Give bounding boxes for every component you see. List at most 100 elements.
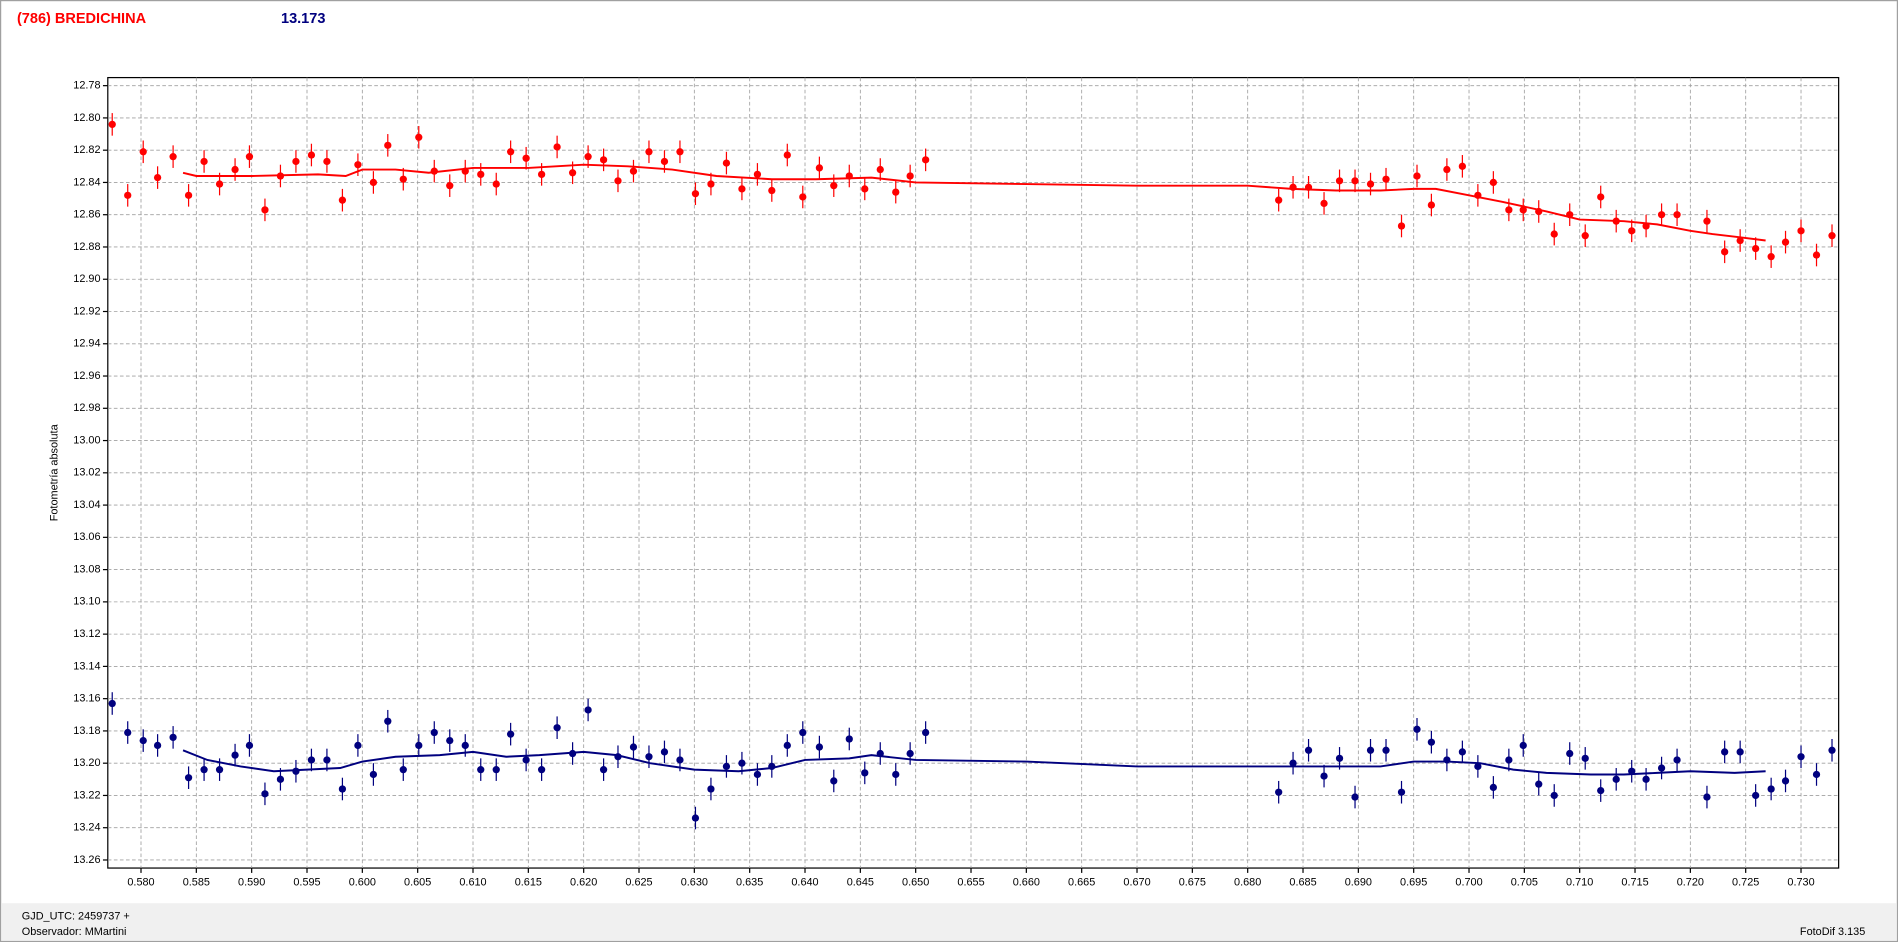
data-point: [338, 196, 347, 204]
data-point: [369, 770, 378, 779]
x-tick-label: 0.610: [459, 876, 486, 888]
data-point: [876, 165, 884, 174]
data-point: [169, 152, 177, 161]
data-point: [1275, 788, 1283, 796]
data-point: [169, 733, 177, 742]
y-axis-label: Fotometría absoluta: [48, 423, 60, 521]
data-point: [338, 785, 347, 793]
data-point: [506, 148, 515, 156]
data-point: [1505, 206, 1513, 214]
y-tick-label: 12.94: [73, 338, 100, 350]
data-point: [415, 133, 423, 141]
data-point: [184, 191, 193, 199]
data-point: [1812, 251, 1821, 259]
y-tick-label: 13.08: [73, 563, 100, 575]
data-point: [1275, 196, 1283, 204]
data-point: [415, 741, 423, 750]
data-point: [153, 173, 162, 182]
data-point: [430, 728, 438, 737]
data-point: [753, 770, 762, 779]
data-point: [1752, 244, 1760, 253]
data-point: [691, 814, 700, 822]
status-bar: [1, 903, 1897, 941]
data-point: [1519, 206, 1527, 214]
x-tick-label: 0.600: [349, 876, 376, 888]
data-point: [276, 775, 285, 783]
data-point: [1657, 764, 1666, 772]
data-point: [614, 177, 622, 185]
data-point: [231, 751, 239, 759]
data-point: [906, 172, 914, 180]
data-point: [461, 741, 469, 750]
data-point: [1550, 791, 1558, 800]
data-point: [1642, 775, 1650, 783]
data-point: [599, 156, 608, 164]
data-point: [1597, 193, 1605, 201]
data-point: [477, 170, 485, 179]
data-point: [307, 756, 316, 764]
x-tick-label: 0.635: [736, 876, 763, 888]
data-point: [323, 756, 331, 764]
data-point: [1366, 180, 1375, 188]
data-point: [1320, 772, 1328, 780]
data-point: [200, 157, 208, 166]
data-point: [399, 175, 407, 183]
data-point: [660, 748, 669, 756]
data-point: [1427, 738, 1436, 746]
data-point: [1721, 248, 1729, 256]
data-point: [108, 120, 116, 129]
data-point: [815, 164, 824, 172]
data-point: [477, 766, 485, 774]
x-tick-label: 0.595: [293, 876, 320, 888]
data-point: [1535, 780, 1543, 788]
x-tick-label: 0.590: [238, 876, 265, 888]
y-tick-label: 12.86: [73, 209, 100, 221]
data-point: [1382, 746, 1390, 754]
data-point: [1550, 230, 1558, 238]
data-point: [1304, 746, 1313, 754]
chart-subtitle: 13.173: [281, 11, 325, 27]
data-point: [231, 165, 239, 174]
y-tick-label: 13.18: [73, 725, 100, 737]
x-tick-label: 0.665: [1068, 876, 1095, 888]
trend-line: [182, 163, 1766, 242]
data-point: [783, 741, 791, 750]
y-tick-label: 13.00: [73, 434, 100, 446]
x-tick-label: 0.700: [1455, 876, 1482, 888]
y-tick-label: 12.82: [73, 144, 100, 156]
data-point: [722, 159, 731, 167]
data-point: [537, 766, 546, 774]
data-point: [1752, 791, 1760, 800]
data-point: [568, 169, 577, 177]
data-point: [292, 157, 300, 166]
data-point: [139, 148, 147, 156]
x-tick-label: 0.675: [1179, 876, 1206, 888]
data-point: [1351, 177, 1359, 185]
data-point: [215, 766, 224, 774]
data-point: [384, 141, 392, 149]
data-point: [753, 170, 762, 179]
x-tick-label: 0.615: [515, 876, 542, 888]
data-point: [1673, 211, 1681, 219]
data-point: [537, 170, 546, 179]
data-point: [1458, 162, 1467, 170]
y-tick-label: 13.20: [73, 757, 100, 769]
data-point: [815, 743, 824, 751]
data-point: [1828, 232, 1836, 240]
y-tick-label: 12.84: [73, 176, 100, 188]
data-point: [1797, 753, 1805, 761]
data-point: [1474, 762, 1482, 771]
chart-title: (786) BREDICHINA: [17, 11, 147, 27]
data-point: [1828, 746, 1836, 754]
data-point: [1797, 227, 1805, 235]
data-point: [354, 741, 362, 750]
data-point: [492, 180, 500, 188]
data-point: [446, 736, 454, 745]
data-point: [1427, 201, 1436, 209]
y-tick-label: 13.12: [73, 628, 100, 640]
data-point: [184, 774, 193, 782]
x-tick-label: 0.605: [404, 876, 431, 888]
y-tick-label: 12.90: [73, 273, 100, 285]
